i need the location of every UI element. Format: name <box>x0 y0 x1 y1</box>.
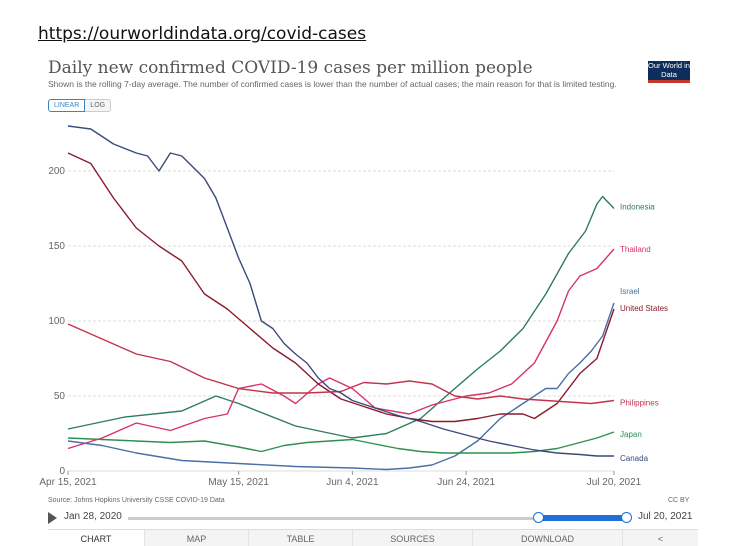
series-line-philippines <box>67 323 615 405</box>
chart-subtitle: Shown is the rolling 7-day average. The … <box>48 79 617 89</box>
series-line-indonesia <box>67 195 615 439</box>
play-icon[interactable] <box>48 512 57 524</box>
y-tick-label: 50 <box>54 391 66 402</box>
legend-label: Japan <box>620 430 642 439</box>
chart-title: Daily new confirmed COVID-19 cases per m… <box>48 58 533 78</box>
x-tick-label: Jun 24, 2021 <box>437 477 495 488</box>
y-tick-label: 100 <box>48 316 65 327</box>
timeline-track[interactable] <box>128 517 626 520</box>
legend-label: Canada <box>620 454 649 463</box>
timeline-end-label: Jul 20, 2021 <box>638 511 693 522</box>
legend-label: Indonesia <box>620 203 655 212</box>
tab-bar: CHART MAP TABLE SOURCES DOWNLOAD < <box>48 529 698 546</box>
x-tick-label: Jun 4, 2021 <box>326 477 379 488</box>
source-url[interactable]: https://ourworldindata.org/covid-cases <box>38 24 367 44</box>
license[interactable]: CC BY <box>668 497 690 504</box>
timeline-range[interactable] <box>538 515 626 521</box>
log-button[interactable]: LOG <box>85 99 112 112</box>
x-tick-label: Jul 20, 2021 <box>587 477 642 488</box>
line-chart: 0 50 100 150 200 Apr 15, 2021 May 15, 2021 Jun … <box>39 125 668 488</box>
legend-label: Israel <box>620 287 640 296</box>
legend-label: Thailand <box>620 245 651 254</box>
series-line-united-states <box>67 152 615 423</box>
linear-button[interactable]: LINEAR <box>48 99 86 112</box>
timeline-start-handle[interactable] <box>533 512 544 523</box>
y-tick-label: 150 <box>48 241 65 252</box>
tab-table[interactable]: TABLE <box>248 530 352 546</box>
x-tick-label: Apr 15, 2021 <box>39 477 97 488</box>
tab-chart[interactable]: CHART <box>48 530 144 546</box>
tab-sources[interactable]: SOURCES <box>352 530 472 546</box>
owid-logo[interactable]: Our World in Data <box>648 61 690 83</box>
timeline-end-handle[interactable] <box>621 512 632 523</box>
timeline: Jan 28, 2020 Jul 20, 2021 <box>48 510 698 526</box>
series-line-canada <box>67 125 614 457</box>
scale-toggle: LINEAR LOG <box>48 99 112 112</box>
series-line-thailand <box>67 248 615 450</box>
y-tick-label: 0 <box>59 466 65 477</box>
tab-map[interactable]: MAP <box>144 530 248 546</box>
series-line-israel <box>67 302 615 471</box>
share-icon[interactable]: < <box>622 530 698 546</box>
timeline-start-label: Jan 28, 2020 <box>64 511 122 522</box>
tab-download[interactable]: DOWNLOAD <box>472 530 622 546</box>
y-tick-label: 200 <box>48 166 65 177</box>
x-tick-label: May 15, 2021 <box>208 477 269 488</box>
source-note: Source: Johns Hopkins University CSSE CO… <box>48 497 225 504</box>
legend-label: United States <box>620 304 668 313</box>
legend-label: Philippines <box>620 399 659 408</box>
